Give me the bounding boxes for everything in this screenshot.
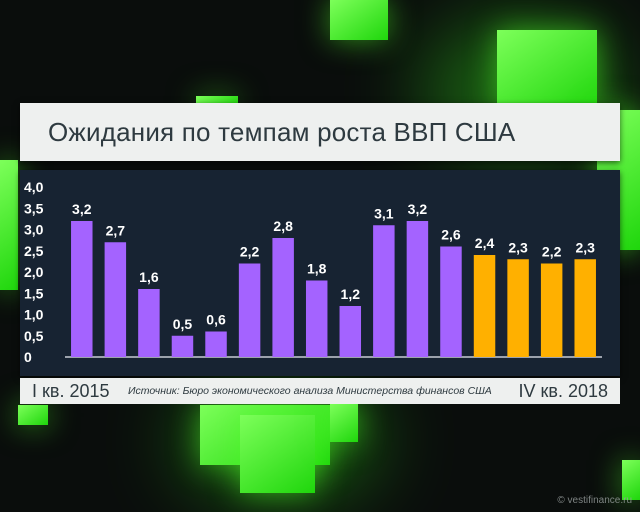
y-tick-label: 3,0: [24, 222, 44, 238]
data-label: 3,2: [408, 201, 428, 217]
bar: [171, 335, 194, 357]
decorative-cube: [240, 415, 315, 493]
bar: [373, 225, 395, 357]
decorative-cube: [196, 96, 238, 106]
y-tick-label: 1,5: [24, 285, 44, 301]
bar: [104, 242, 127, 357]
chart-panel: 0 0,5 1,0 1,5 2,0 2,5 3,0 3,5 4,0 3,2 2,7 1,6 0,5 0,6…: [20, 170, 620, 376]
bar: [238, 263, 261, 357]
bar-chart: 0 0,5 1,0 1,5 2,0 2,5 3,0 3,5 4,0 3,2 2,7 1,6 0,5 0,6…: [24, 179, 602, 365]
y-tick-label: 4,0: [24, 179, 44, 195]
data-label: 2,6: [441, 227, 461, 243]
footer-panel: I кв. 2015 Источник: Бюро экономического…: [20, 378, 620, 404]
decorative-cube: [0, 160, 18, 290]
decorative-cube: [18, 405, 48, 425]
bar: [272, 238, 294, 357]
decorative-cube: [330, 404, 358, 442]
period-end-label: IV кв. 2018: [518, 381, 609, 401]
y-tick-label: 0,5: [24, 328, 44, 344]
bar: [305, 280, 328, 357]
data-label: 1,8: [307, 261, 327, 277]
data-label: 2,7: [106, 222, 126, 238]
data-label: 2,8: [273, 218, 293, 234]
bar: [507, 259, 529, 357]
bar: [205, 331, 227, 357]
data-label: 2,4: [475, 235, 495, 251]
bar: [339, 306, 362, 357]
bar: [71, 221, 93, 357]
data-label: 2,2: [240, 244, 260, 260]
y-tick-label: 3,5: [24, 200, 44, 216]
decorative-cube: [330, 0, 388, 40]
data-label: 0,5: [173, 316, 193, 332]
title-panel: Ожидания по темпам роста ВВП США: [20, 103, 620, 161]
bar: [406, 221, 429, 357]
data-label: 2,3: [575, 239, 595, 255]
bar: [473, 255, 496, 357]
y-tick-label: 0: [24, 349, 32, 365]
decorative-cube: [497, 30, 597, 110]
watermark: © vestifinance.ru: [557, 495, 632, 506]
chart-title: Ожидания по темпам роста ВВП США: [48, 117, 516, 147]
y-tick-label: 2,5: [24, 243, 44, 259]
y-tick-label: 1,0: [24, 307, 44, 323]
data-label: 1,6: [139, 269, 159, 285]
data-label: 1,2: [341, 286, 361, 302]
decorative-cube: [622, 460, 640, 500]
bar: [440, 246, 462, 357]
source-note: Источник: Бюро экономического анализа Ми…: [128, 385, 492, 397]
data-label: 2,2: [542, 244, 562, 260]
data-label: 2,3: [508, 239, 528, 255]
bar: [540, 263, 563, 357]
data-label: 3,2: [72, 201, 92, 217]
bar: [574, 259, 596, 357]
data-label: 0,6: [206, 312, 226, 328]
period-start-label: I кв. 2015: [32, 381, 110, 401]
data-label: 3,1: [374, 205, 394, 221]
bar: [138, 289, 160, 357]
y-tick-label: 2,0: [24, 264, 44, 280]
